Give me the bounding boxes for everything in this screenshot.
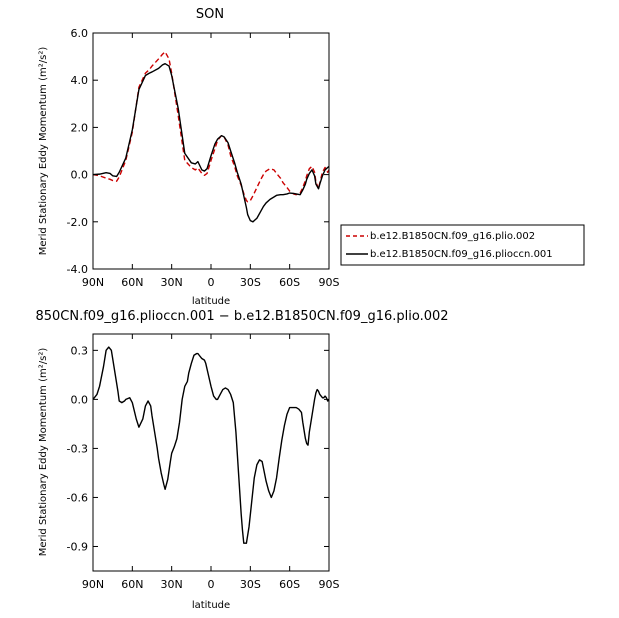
top-y-ticks: -4.0 -2.0 0.0 2.0 4.0 6.0 xyxy=(67,27,329,276)
top-y-tick-label: 4.0 xyxy=(71,74,89,87)
bottom-x-tick-label: 60N xyxy=(121,578,143,591)
top-series-line-2 xyxy=(92,62,330,223)
top-chart-title: SON xyxy=(196,7,224,22)
bottom-y-tick-label: -0.3 xyxy=(67,442,88,455)
bottom-x-ticks: 90N 60N 30N 0 30S 60S 90S xyxy=(82,334,340,591)
top-x-tick-label: 60S xyxy=(279,276,300,289)
bottom-x-axis-label: latitude xyxy=(192,600,230,611)
bottom-plot-frame xyxy=(92,333,330,572)
bottom-x-tick-label: 90N xyxy=(82,578,104,591)
bottom-x-tick-label: 30N xyxy=(161,578,183,591)
top-x-tick-label: 0 xyxy=(208,276,215,289)
bottom-y-tick-label: 0.3 xyxy=(71,344,89,357)
bottom-x-tick-label: 30S xyxy=(240,578,261,591)
top-series-line-1 xyxy=(92,51,330,203)
bottom-chart-title: 850CN.f09_g16.plioccn.001 − b.e12.B1850C… xyxy=(35,309,448,324)
top-y-tick-label: -4.0 xyxy=(67,263,88,276)
top-x-tick-label: 60N xyxy=(121,276,143,289)
legend-box xyxy=(340,224,585,266)
bottom-y-axis-label: Merid Stationary Eddy Momentum (m²/s²) xyxy=(38,348,49,557)
top-x-tick-label: 30N xyxy=(161,276,183,289)
top-plot-frame xyxy=(92,32,330,270)
legend-label-plio: b.e12.B1850CN.f09_g16.plio.002 xyxy=(370,231,535,242)
top-x-axis-label: latitude xyxy=(192,296,230,307)
top-panel: SON -4.0 -2.0 0.0 2.0 4.0 6.0 90N 60N 30N 0 30S 60… xyxy=(38,7,340,307)
top-y-tick-label: -2.0 xyxy=(67,216,88,229)
bottom-series-line-1 xyxy=(92,346,330,544)
bottom-y-tick-label: 0.0 xyxy=(71,393,89,406)
bottom-y-tick-label: -0.6 xyxy=(67,491,88,504)
top-x-tick-label: 90N xyxy=(82,276,104,289)
bottom-x-tick-label: 90S xyxy=(319,578,340,591)
bottom-x-tick-label: 60S xyxy=(279,578,300,591)
top-y-tick-label: 6.0 xyxy=(71,27,89,40)
bottom-panel: 850CN.f09_g16.plioccn.001 − b.e12.B1850C… xyxy=(35,309,448,611)
legend: b.e12.B1850CN.f09_g16.plio.002 b.e12.B18… xyxy=(340,224,585,266)
bottom-y-ticks: -0.9 -0.6 -0.3 0.0 0.3 xyxy=(67,344,329,553)
bottom-x-tick-label: 0 xyxy=(208,578,215,591)
top-y-tick-label: 2.0 xyxy=(71,121,89,134)
legend-label-plioccn: b.e12.B1850CN.f09_g16.plioccn.001 xyxy=(370,249,553,260)
top-x-tick-label: 30S xyxy=(240,276,261,289)
top-x-tick-label: 90S xyxy=(319,276,340,289)
bottom-series-layer xyxy=(92,346,330,544)
top-series-layer xyxy=(92,51,330,223)
top-y-tick-label: 0.0 xyxy=(71,169,89,182)
bottom-y-tick-label: -0.9 xyxy=(67,540,88,553)
top-y-axis-label: Merid Stationary Eddy Momentum (m²/s²) xyxy=(38,47,49,256)
